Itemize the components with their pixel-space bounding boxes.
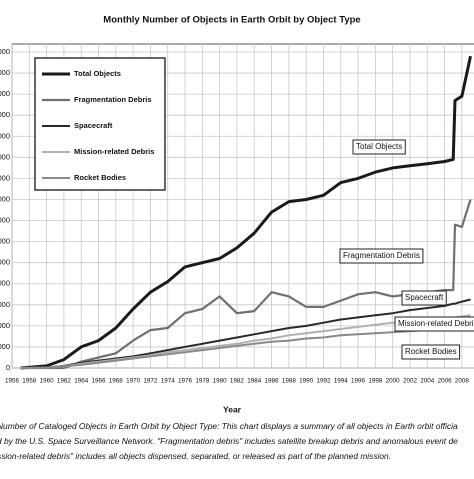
series-line [20, 298, 471, 369]
x-tick-label: 1962 [57, 378, 72, 385]
x-axis-label: Year [223, 404, 242, 414]
x-tick-label: 2006 [438, 378, 453, 385]
callout-box [352, 139, 406, 155]
legend-label: Fragmentation Debris [74, 95, 152, 104]
x-tick-label: 2002 [403, 378, 418, 385]
x-tick-label: 1966 [92, 378, 107, 385]
x-tick-label: 1986 [265, 378, 280, 385]
x-tick-label: 1956 [5, 378, 20, 385]
line-callout: Rocket Bodies [405, 347, 457, 356]
legend-label: Mission-related Debris [74, 147, 154, 156]
line-callout: Spacecraft [405, 293, 444, 302]
series-line [20, 55, 472, 370]
caption-line: d by the U.S. Space Surveillance Network… [0, 436, 458, 446]
y-tick-label: 9000 [0, 173, 10, 182]
x-tick-label: 1968 [109, 378, 124, 385]
y-tick-label: 3000 [0, 300, 10, 309]
x-tick-label: 1964 [74, 378, 89, 385]
callout-box [401, 290, 447, 306]
legend-label: Spacecraft [74, 121, 113, 130]
legend-label: Total Objects [74, 69, 121, 78]
y-tick-label: 0 [6, 363, 10, 372]
y-tick-label: 13000 [0, 89, 10, 98]
y-tick-label: 2000 [0, 321, 10, 330]
x-tick-label: 1970 [126, 378, 141, 385]
x-tick-label: 1972 [143, 378, 158, 385]
x-tick-label: 1960 [40, 378, 55, 385]
y-tick-label: 12000 [0, 110, 10, 119]
line-callout: Fragmentation Debris [343, 251, 420, 260]
callout-box [401, 344, 461, 360]
callout-box [394, 316, 474, 332]
x-tick-label: 1984 [247, 378, 262, 385]
y-tick-label: 4000 [0, 279, 10, 288]
x-tick-label: 1978 [195, 378, 210, 385]
x-tick-label: 1982 [230, 378, 245, 385]
y-tick-label: 8000 [0, 194, 10, 203]
caption-line: ssion-related debris" includes all objec… [0, 451, 391, 461]
y-tick-label: 15000 [0, 47, 10, 56]
x-tick-label: 1998 [368, 378, 383, 385]
legend-label: Rocket Bodies [74, 173, 126, 182]
x-tick-label: 1994 [334, 378, 349, 385]
caption-line: Number of Cataloged Objects in Earth Orb… [0, 421, 458, 431]
x-tick-label: 1974 [161, 378, 176, 385]
y-tick-label: 11000 [0, 131, 10, 140]
x-tick-label: 2008 [455, 378, 470, 385]
x-tick-label: 1990 [299, 378, 314, 385]
legend-box [34, 57, 166, 191]
line-callout: Total Objects [356, 142, 402, 151]
y-tick-label: 14000 [0, 68, 10, 77]
y-tick-label: 7000 [0, 216, 10, 225]
chart-title: Monthly Number of Objects in Earth Orbit… [103, 15, 360, 26]
x-tick-label: 1976 [178, 378, 193, 385]
line-callout: Mission-related Debris [398, 319, 474, 328]
x-tick-label: 1996 [351, 378, 366, 385]
x-tick-label: 2000 [386, 378, 401, 385]
x-tick-label: 2004 [420, 378, 435, 385]
y-tick-label: 10000 [0, 152, 10, 161]
x-tick-label: 1992 [316, 378, 331, 385]
y-tick-label: 1000 [0, 342, 10, 351]
x-tick-label: 1980 [213, 378, 228, 385]
y-tick-label: 5000 [0, 258, 10, 267]
x-tick-label: 1988 [282, 378, 297, 385]
y-tick-label: 6000 [0, 237, 10, 246]
callout-box [339, 248, 424, 264]
x-tick-label: 1958 [22, 378, 37, 385]
